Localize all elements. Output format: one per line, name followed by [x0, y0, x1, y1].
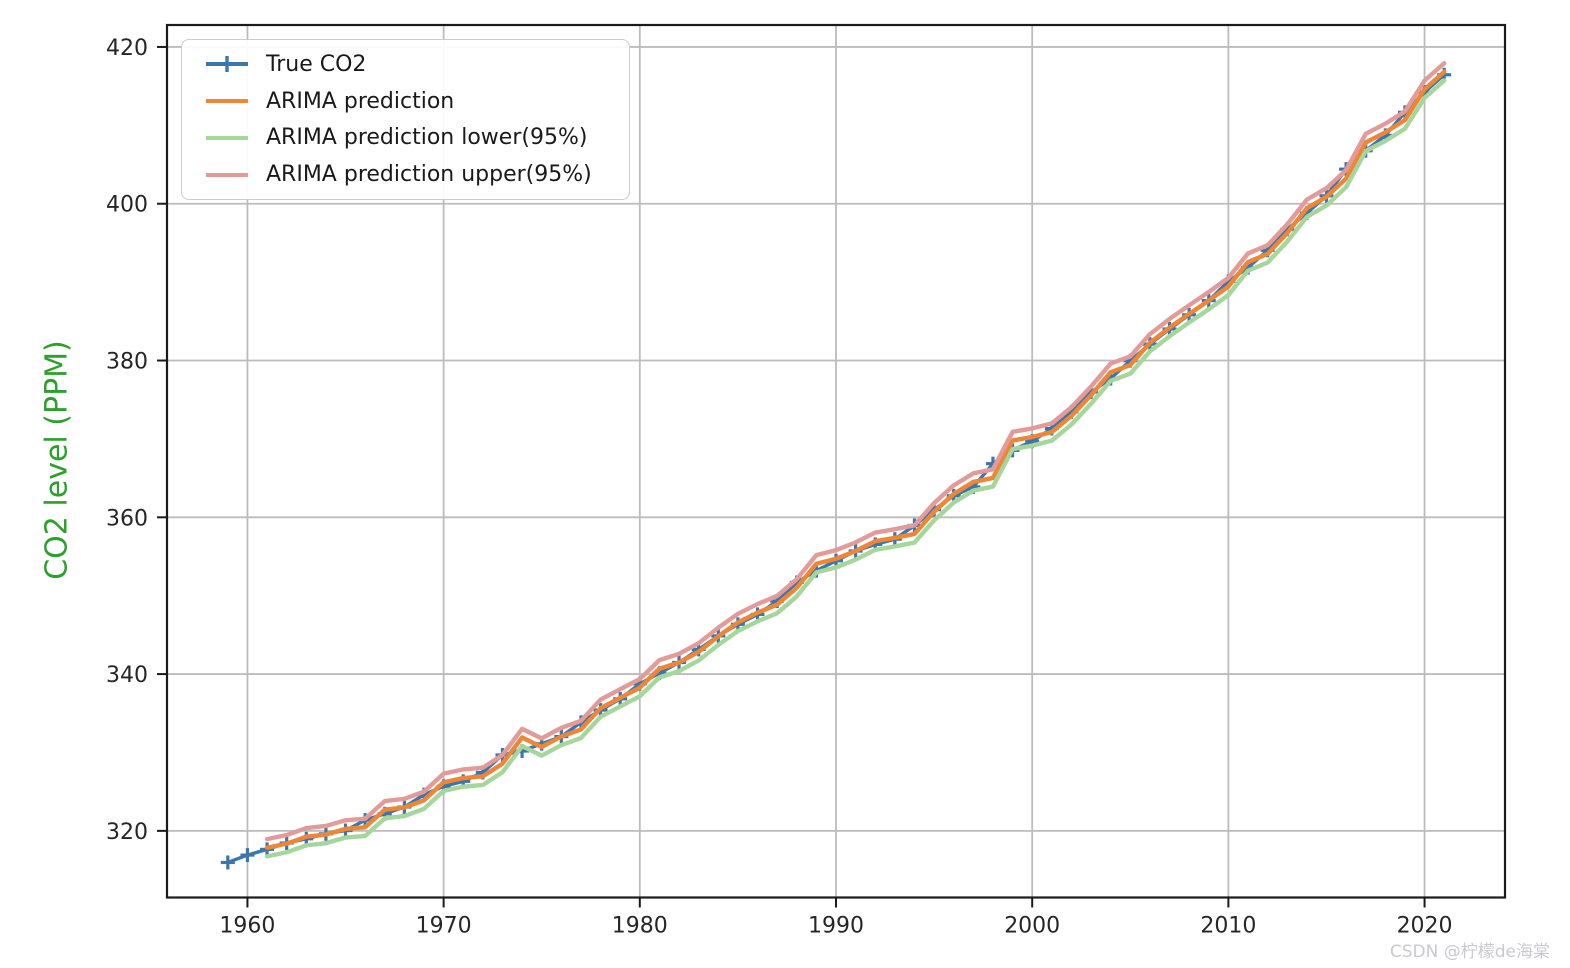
series-line-arima-prediction-lower-95 [264, 78, 1447, 859]
y-tick-label: 320 [106, 820, 148, 845]
legend-line-sample [206, 135, 248, 140]
legend-item-true-co2: True CO2 [204, 46, 629, 82]
legend-line-sample [206, 99, 248, 104]
legend: True CO2 ARIMA prediction ARIMA predicti… [181, 39, 630, 200]
legend-item-arima-upper: ARIMA prediction upper(95%) [204, 157, 629, 193]
legend-label: True CO2 [266, 51, 367, 77]
x-tick-label: 2020 [1397, 914, 1453, 939]
y-tick-label: 380 [106, 350, 148, 375]
legend-line-sample [206, 172, 248, 177]
legend-label: ARIMA prediction lower(95%) [266, 125, 588, 151]
series-line-arima-prediction-upper-95 [264, 61, 1447, 842]
y-tick-label: 360 [106, 506, 148, 531]
x-tick-label: 1990 [808, 914, 864, 939]
plot-frame [165, 23, 1507, 899]
y-tick-label: 400 [106, 193, 148, 218]
x-tick-label: 1980 [612, 914, 668, 939]
x-tick-label: 2000 [1004, 914, 1060, 939]
x-tick-label: 2010 [1200, 914, 1256, 939]
x-tick-label: 1970 [416, 914, 472, 939]
x-tick-label: 1960 [219, 914, 275, 939]
legend-line-sample [206, 56, 248, 73]
watermark: CSDN @柠檬de海棠 [1389, 942, 1550, 962]
legend-item-arima-lower: ARIMA prediction lower(95%) [204, 120, 629, 156]
legend-label: ARIMA prediction upper(95%) [266, 162, 592, 188]
legend-item-arima-prediction: ARIMA prediction [204, 83, 629, 119]
legend-label: ARIMA prediction [266, 88, 455, 114]
y-axis-label: CO2 level (PPM) [39, 340, 75, 580]
series-line-arima-prediction [264, 69, 1447, 850]
y-tick-label: 340 [106, 663, 148, 688]
y-tick-label: 420 [106, 36, 148, 61]
